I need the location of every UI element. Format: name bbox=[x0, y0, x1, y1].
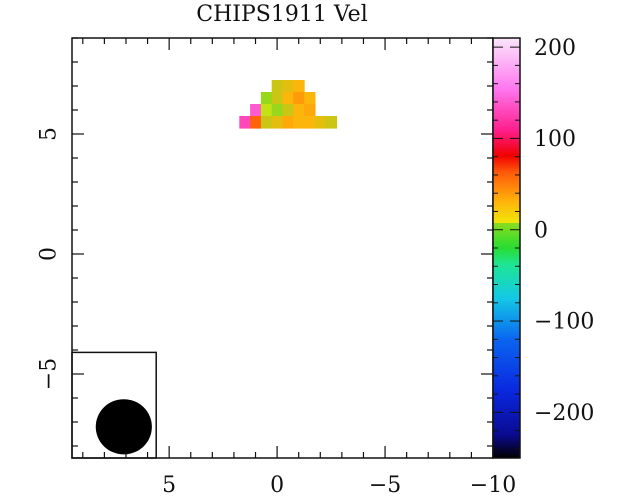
velocity-pixel bbox=[271, 116, 284, 129]
velocity-pixel bbox=[250, 116, 262, 129]
x-tick-label: 5 bbox=[162, 473, 176, 498]
velocity-pixel bbox=[293, 116, 305, 129]
colorbar-tick-label: 0 bbox=[534, 218, 548, 243]
velocity-pixel bbox=[293, 80, 305, 93]
x-tick-label: −10 bbox=[470, 473, 516, 498]
colorbar-ticks: 200 100 0 −100 −200 bbox=[493, 36, 594, 450]
x-tick-label: −5 bbox=[369, 473, 401, 498]
velocity-pixel bbox=[304, 92, 316, 105]
x-axis-ticks: 5 0 −5 −10 bbox=[82, 38, 516, 498]
velocity-pixel bbox=[282, 92, 294, 105]
chart-title: CHIPS1911 Vel bbox=[196, 2, 368, 27]
colorbar-tick-label: −100 bbox=[534, 310, 594, 335]
velocity-pixel bbox=[293, 104, 305, 117]
y-axis-ticks: 5 0 −5 bbox=[37, 37, 493, 447]
velocity-pixel bbox=[325, 116, 338, 129]
x-tick-label: 0 bbox=[270, 473, 284, 498]
velocity-pixel bbox=[282, 80, 294, 93]
y-tick-label: −5 bbox=[37, 358, 62, 390]
beam-inset bbox=[71, 351, 157, 459]
velocity-pixels bbox=[239, 80, 338, 129]
velocity-pixel bbox=[271, 92, 284, 105]
velocity-pixel bbox=[282, 116, 294, 129]
velocity-pixel bbox=[239, 116, 251, 129]
y-tick-label: 5 bbox=[37, 127, 62, 141]
velocity-pixel bbox=[282, 104, 294, 117]
velocity-pixel bbox=[304, 116, 316, 129]
velocity-pixel bbox=[271, 80, 284, 93]
velocity-pixel bbox=[250, 104, 262, 117]
velocity-pixel bbox=[260, 116, 273, 129]
velocity-pixel bbox=[260, 92, 273, 105]
velocity-pixel bbox=[260, 104, 273, 117]
velocity-pixel bbox=[271, 104, 284, 117]
colorbar-tick-label: −200 bbox=[534, 401, 594, 426]
colorbar-tick-label: 100 bbox=[534, 127, 576, 152]
velocity-pixel bbox=[314, 116, 327, 129]
velocity-pixel bbox=[293, 92, 305, 105]
beam-ellipse bbox=[95, 399, 152, 455]
y-tick-label: 0 bbox=[37, 247, 62, 261]
colorbar-tick-label: 200 bbox=[534, 36, 576, 61]
velocity-pixel bbox=[304, 104, 316, 117]
